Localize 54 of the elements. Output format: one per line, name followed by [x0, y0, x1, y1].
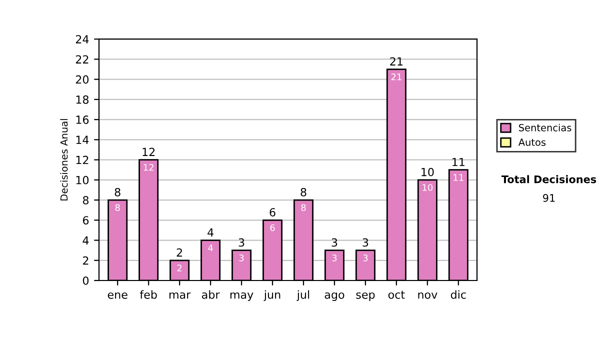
x-tick-label: jun: [264, 290, 280, 301]
text: Total Decisiones: [501, 175, 596, 184]
data-label: 3: [239, 254, 244, 262]
total-label: 10: [422, 168, 434, 176]
total-label: 6: [270, 208, 276, 216]
x-tick-label: may: [230, 292, 254, 301]
total-label: 21: [390, 57, 402, 66]
total-label: 8: [114, 188, 120, 196]
y-tick-label: 12: [76, 156, 88, 164]
y-tick-label: 10: [76, 176, 89, 184]
y-tick-label: 2: [83, 256, 88, 265]
data-label: 8: [301, 204, 306, 212]
total-label: 2: [176, 248, 182, 257]
legend-label: Autos: [518, 138, 546, 146]
x-tick-label: feb: [140, 290, 157, 299]
x-tick-label: abr: [202, 290, 220, 299]
data-label: 2: [177, 264, 182, 272]
total-label: 11: [452, 158, 464, 166]
data-label: 12: [144, 164, 154, 171]
y-axis-title: Decisiones Anual: [60, 119, 68, 200]
x-tick-label: sep: [356, 292, 375, 301]
x-tick-label: jul: [296, 290, 310, 301]
y-tick-label: 14: [76, 136, 89, 144]
total-label: 3: [362, 238, 368, 247]
total-label: 3: [238, 238, 244, 247]
total-label: 4: [208, 228, 214, 236]
total-label: 8: [300, 188, 306, 196]
x-tick-label: ago: [324, 292, 344, 301]
y-tick-label: 22: [76, 55, 88, 64]
data-label: 4: [208, 244, 213, 252]
x-tick-label: mar: [169, 292, 191, 299]
x-tick-label: dic: [450, 290, 466, 299]
legend-label: Sentencias: [519, 124, 572, 132]
data-label: 10: [422, 184, 433, 191]
y-tick-label: 8: [82, 196, 89, 204]
y-tick-label: 4: [82, 236, 89, 244]
data-label: 3: [332, 254, 337, 262]
text: 91: [543, 194, 555, 202]
y-tick-label: 6: [82, 216, 89, 225]
y-tick-label: 16: [76, 116, 89, 124]
data-label: 21: [391, 73, 402, 80]
x-tick-label: oct: [388, 290, 405, 299]
x-tick-label: ene: [108, 292, 128, 299]
data-label: 8: [115, 204, 120, 212]
y-tick-label: 0: [82, 276, 89, 285]
total-label: 12: [142, 148, 155, 156]
y-tick-label: 20: [76, 75, 89, 84]
y-tick-label: 18: [76, 95, 89, 104]
data-label: 11: [454, 174, 464, 181]
data-label: 3: [363, 254, 368, 262]
y-tick-label: 24: [76, 35, 89, 44]
total-label: 3: [332, 238, 338, 247]
x-tick-label: nov: [418, 292, 438, 299]
data-label: 6: [270, 224, 275, 232]
